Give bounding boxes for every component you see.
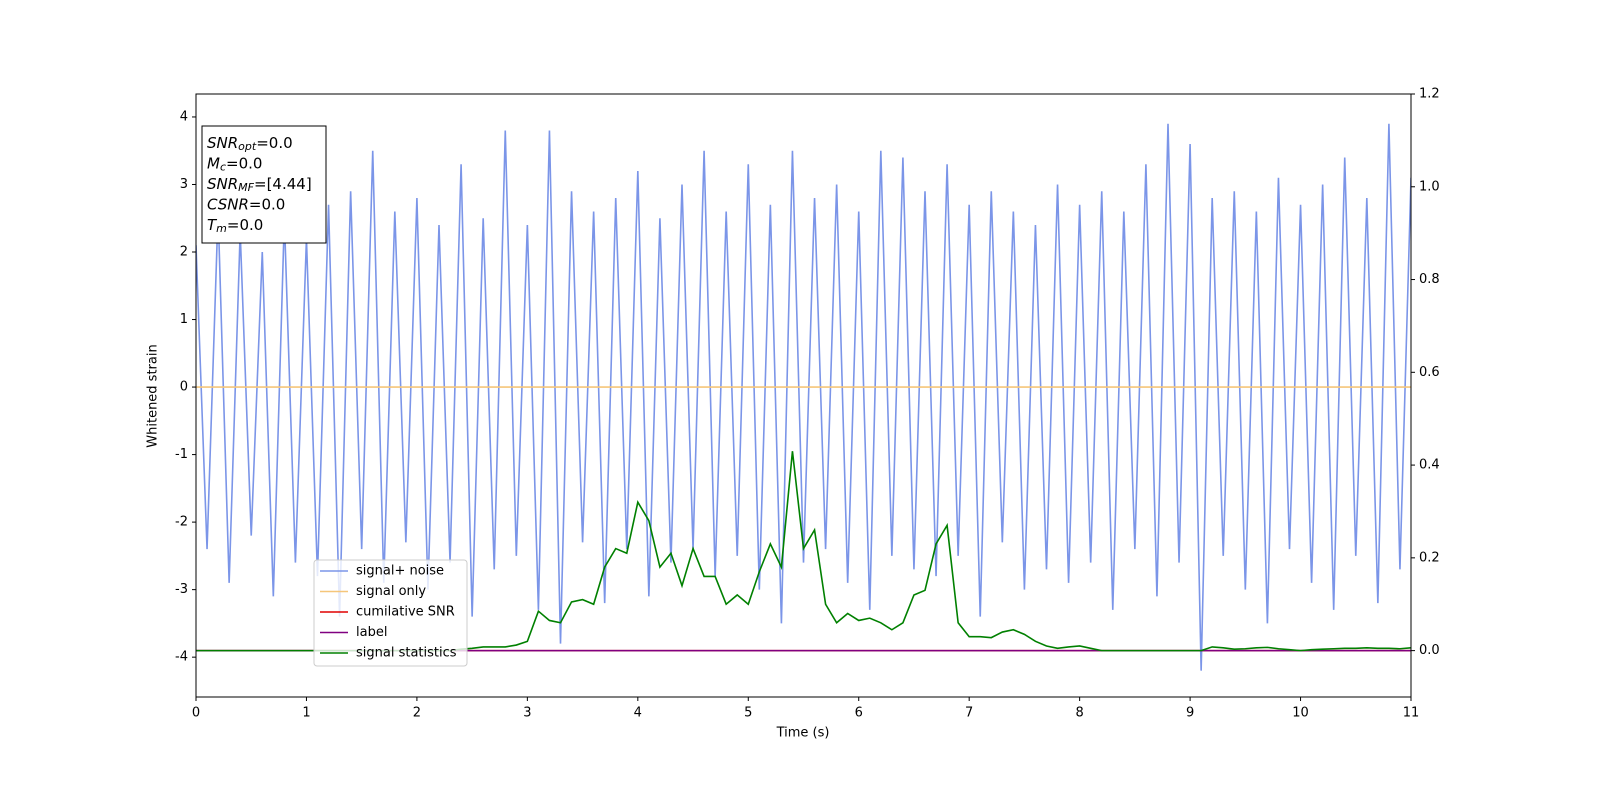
x-tick-label: 10 bbox=[1292, 706, 1309, 721]
y-tick-label: 4 bbox=[180, 109, 188, 124]
x-tick-label: 8 bbox=[1075, 706, 1083, 721]
annotation-value: =0.0 bbox=[249, 195, 285, 213]
legend-label: signal only bbox=[356, 584, 426, 599]
y2-tick-label: 0.2 bbox=[1419, 550, 1440, 565]
annotation: Tm=0.0 bbox=[207, 216, 263, 236]
annotation-symbol: T bbox=[207, 216, 218, 234]
y-tick-label: 0 bbox=[180, 380, 188, 395]
y2-tick-label: 0.4 bbox=[1419, 458, 1440, 473]
y-axis-label: Whitened strain bbox=[146, 344, 161, 447]
legend-label: cumilative SNR bbox=[356, 605, 455, 620]
legend-label: label bbox=[356, 625, 387, 640]
legend-label: signal+ noise bbox=[356, 564, 444, 579]
annotation-box bbox=[201, 125, 327, 244]
annotation-symbol: SNR bbox=[207, 175, 238, 193]
x-tick-label: 7 bbox=[965, 706, 973, 721]
x-tick-label: 6 bbox=[855, 706, 863, 721]
x-axis-label: Time (s) bbox=[776, 726, 830, 741]
annotation-subscript: MF bbox=[238, 181, 254, 194]
y-tick-label: -3 bbox=[175, 582, 188, 597]
annotation-symbol: CSNR bbox=[207, 195, 249, 213]
annotation-symbol: SNR bbox=[207, 134, 238, 152]
x-tick-label: 9 bbox=[1186, 706, 1194, 721]
series-line bbox=[196, 123, 1411, 671]
legend-box bbox=[313, 559, 468, 667]
annotation: SNRMF=[4.44] bbox=[207, 175, 312, 195]
y2-tick-label: 1.0 bbox=[1419, 179, 1440, 194]
y-tick-label: 2 bbox=[180, 245, 188, 260]
y-tick-label: -2 bbox=[175, 515, 188, 530]
y-tick-label: 3 bbox=[180, 177, 188, 192]
y2-tick-label: 0.6 bbox=[1419, 365, 1440, 380]
annotation-subscript: m bbox=[216, 222, 227, 235]
annotation-value: =0.0 bbox=[227, 216, 263, 234]
annotation: Mc=0.0 bbox=[207, 154, 262, 174]
y-tick-label: -1 bbox=[175, 447, 188, 462]
x-tick-label: 2 bbox=[413, 706, 421, 721]
annotation: CSNR=0.0 bbox=[207, 195, 285, 213]
x-tick-label: 0 bbox=[192, 706, 200, 721]
annotation-value: =[4.44] bbox=[254, 175, 312, 193]
x-tick-label: 5 bbox=[744, 706, 752, 721]
y2-tick-label: 0.0 bbox=[1419, 643, 1440, 658]
y-tick-label: 1 bbox=[180, 312, 188, 327]
y2-tick-label: 1.2 bbox=[1419, 87, 1440, 102]
y-tick-label: -4 bbox=[175, 650, 188, 665]
x-tick-label: 1 bbox=[302, 706, 310, 721]
annotation-value: =0.0 bbox=[256, 134, 292, 152]
x-tick-label: 4 bbox=[634, 706, 642, 721]
annotation-value: =0.0 bbox=[226, 154, 262, 172]
annotation: SNRopt=0.0 bbox=[207, 134, 293, 154]
plot-frame bbox=[195, 93, 1412, 698]
annotation-subscript: c bbox=[220, 161, 226, 174]
annotation-subscript: opt bbox=[238, 140, 257, 153]
x-tick-label: 11 bbox=[1403, 706, 1420, 721]
y2-tick-label: 0.8 bbox=[1419, 272, 1440, 287]
annotation-symbol: M bbox=[207, 154, 220, 172]
legend-label: signal statistics bbox=[356, 646, 457, 661]
x-tick-label: 3 bbox=[523, 706, 531, 721]
